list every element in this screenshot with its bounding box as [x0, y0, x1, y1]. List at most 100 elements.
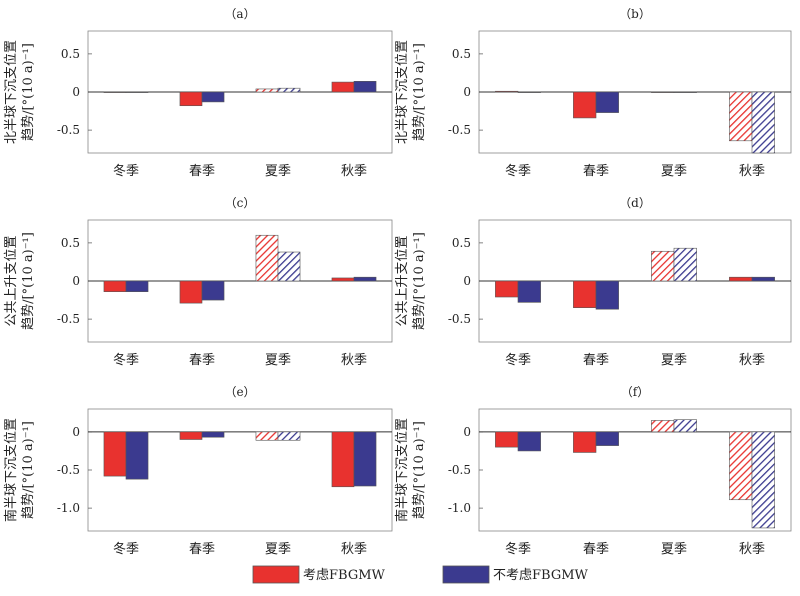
- bar-considered-3: [651, 420, 675, 433]
- y-tick-label: -0.5: [448, 123, 471, 137]
- bar-not-considered-4: [353, 276, 377, 282]
- y-tick-label: -0.5: [448, 463, 471, 477]
- x-category-label: 秋季: [341, 164, 367, 179]
- panel-title: （a）: [224, 7, 255, 21]
- x-category-label: 夏季: [265, 353, 291, 368]
- x-category-label: 冬季: [505, 541, 531, 557]
- bar-not-considered-2: [201, 280, 225, 301]
- bar-not-considered-1: [517, 431, 541, 452]
- bar-not-considered-2: [595, 431, 619, 446]
- bar-considered-1: [495, 280, 519, 298]
- bar-not-considered-1: [125, 91, 149, 93]
- panel-c: （c） -0.5 0 0.5 冬季 春季 夏季 秋季 公共上升支位置 趋势/[°(10 a)⁻¹]: [4, 196, 393, 368]
- y-tick-label: -0.5: [57, 123, 80, 137]
- legend-label-considered: 考虑FBGMW: [303, 568, 386, 583]
- y-axis-label: 趋势/[°(10 a)⁻¹]: [411, 232, 427, 330]
- y-axis-label: 趋势/[°(10 a)⁻¹]: [411, 421, 427, 519]
- y-tick-label: 0: [463, 85, 471, 99]
- bar-not-considered-3: [673, 247, 697, 282]
- x-category-label: 冬季: [505, 352, 531, 368]
- x-category-label: 秋季: [341, 353, 367, 368]
- bar-not-considered-1: [125, 280, 149, 292]
- bar-considered-1: [103, 431, 127, 477]
- x-category-label: 秋季: [739, 542, 765, 557]
- bar-considered-4: [331, 277, 355, 282]
- y-axis-label: 公共上升支位置: [395, 235, 410, 326]
- bar-considered-2: [179, 91, 203, 107]
- bar-considered-3: [255, 234, 279, 282]
- x-category-label: 春季: [189, 542, 215, 557]
- bar-considered-3: [651, 250, 675, 282]
- bar-considered-1: [103, 91, 127, 93]
- x-category-label: 夏季: [661, 542, 687, 557]
- y-axis-label: 南半球下沉支位置: [394, 418, 410, 522]
- x-category-label: 夏季: [661, 164, 687, 179]
- bar-considered-4: [729, 91, 753, 142]
- y-tick-label: 0: [72, 425, 80, 439]
- y-axis-label: 南半球下沉支位置: [3, 418, 19, 522]
- legend-label-not-considered: 不考虑FBGMW: [493, 568, 589, 583]
- bar-considered-4: [331, 431, 355, 488]
- y-tick-label: -0.5: [57, 463, 80, 477]
- panel-a: （a） -0.5 0 0.5 冬季 春季 夏季 秋季 北半球下沉支位置 趋势/[°(10 a)⁻¹…: [4, 7, 393, 179]
- legend: 考虑FBGMW 不考虑FBGMW: [252, 565, 589, 584]
- x-category-label: 冬季: [113, 352, 139, 368]
- bar-considered-2: [573, 280, 597, 308]
- bar-not-considered-4: [751, 431, 775, 529]
- x-category-label: 春季: [189, 353, 215, 368]
- x-category-label: 冬季: [505, 163, 531, 179]
- bar-not-considered-4: [751, 91, 775, 154]
- bar-considered-1: [103, 280, 127, 292]
- panel-title: （d）: [619, 196, 651, 210]
- x-category-label: 冬季: [113, 541, 139, 557]
- bar-not-considered-3: [673, 419, 697, 433]
- y-axis-label: 北半球下沉支位置: [395, 40, 410, 144]
- y-tick-label: 0.5: [61, 236, 80, 250]
- x-category-label: 冬季: [113, 163, 139, 179]
- legend-swatch-not-considered: [442, 565, 490, 584]
- x-category-label: 春季: [189, 164, 215, 179]
- panel-b: （b） -0.5 0 0.5 冬季 春季 夏季 秋季 北半球下沉支位置 趋势/[°(10 a)⁻¹…: [395, 7, 792, 179]
- y-tick-label: -1.0: [448, 501, 471, 515]
- bar-not-considered-1: [517, 280, 541, 303]
- x-category-label: 春季: [583, 542, 609, 557]
- bar-not-considered-3: [673, 91, 697, 93]
- bar-considered-1: [495, 90, 519, 93]
- bar-considered-2: [179, 431, 203, 440]
- bar-considered-2: [573, 431, 597, 453]
- y-tick-label: -0.5: [57, 312, 80, 326]
- bar-considered-4: [729, 431, 753, 501]
- bar-not-considered-1: [125, 431, 149, 480]
- y-axis-label: 趋势/[°(10 a)⁻¹]: [20, 43, 36, 141]
- x-category-label: 秋季: [341, 542, 367, 557]
- y-tick-label: 0: [463, 274, 471, 288]
- x-category-label: 秋季: [739, 164, 765, 179]
- bar-considered-2: [179, 280, 203, 304]
- y-axis-label: 趋势/[°(10 a)⁻¹]: [20, 421, 36, 519]
- bar-considered-4: [331, 81, 355, 93]
- bar-considered-3: [255, 88, 279, 93]
- y-tick-label: 0.5: [452, 236, 471, 250]
- panel-title: （b）: [619, 7, 651, 21]
- y-tick-label: -1.0: [57, 501, 80, 515]
- y-tick-label: 0: [72, 85, 80, 99]
- bar-not-considered-3: [277, 431, 301, 441]
- panel-title: （c）: [225, 196, 256, 210]
- bar-not-considered-4: [353, 431, 377, 487]
- y-axis-label: 趋势/[°(10 a)⁻¹]: [411, 43, 427, 141]
- bar-not-considered-4: [353, 81, 377, 93]
- x-category-label: 夏季: [265, 164, 291, 179]
- bar-not-considered-2: [201, 431, 225, 438]
- y-axis-label: 公共上升支位置: [4, 235, 19, 326]
- y-tick-label: 0.5: [452, 47, 471, 61]
- bar-not-considered-2: [595, 280, 619, 310]
- bar-considered-3: [255, 431, 279, 441]
- bar-considered-4: [729, 276, 753, 282]
- x-category-label: 夏季: [265, 542, 291, 557]
- panel-title: （e）: [224, 385, 255, 399]
- panel-e: （e） -1.0 -0.5 0 冬季 春季 夏季 秋季 南半球下沉支位置 趋势/[°(10 a)⁻…: [3, 385, 393, 557]
- bar-not-considered-3: [277, 87, 301, 93]
- bar-not-considered-3: [277, 251, 301, 282]
